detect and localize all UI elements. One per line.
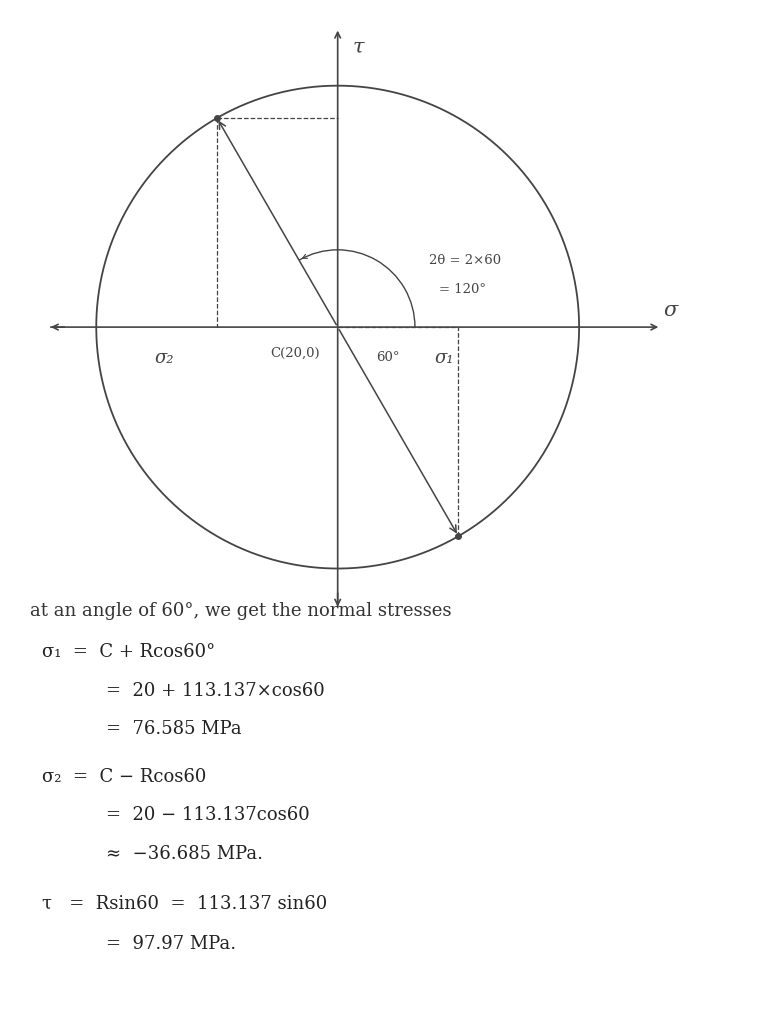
Text: σ₂: σ₂ [154,349,173,367]
Text: σ: σ [664,301,678,319]
Text: 2θ = 2×60: 2θ = 2×60 [429,254,502,266]
Text: τ: τ [352,38,363,56]
Text: =  76.585 MPa: = 76.585 MPa [106,721,241,738]
Text: C(20,0): C(20,0) [270,346,319,359]
Text: σ₁: σ₁ [435,349,453,367]
Text: =  20 − 113.137cos60: = 20 − 113.137cos60 [106,807,310,824]
Text: τ   =  Rsin60  =  113.137 sin60: τ = Rsin60 = 113.137 sin60 [42,895,327,912]
Text: σ₁  =  C + Rcos60°: σ₁ = C + Rcos60° [42,643,215,660]
Text: = 120°: = 120° [439,283,486,296]
Text: 60°: 60° [376,351,400,365]
Text: =  97.97 MPa.: = 97.97 MPa. [106,936,236,953]
Text: σ₂  =  C − Rcos60: σ₂ = C − Rcos60 [42,768,206,785]
Text: ≈  −36.685 MPa.: ≈ −36.685 MPa. [106,845,263,863]
Text: =  20 + 113.137×cos60: = 20 + 113.137×cos60 [106,682,325,699]
Text: at an angle of 60°, we get the normal stresses: at an angle of 60°, we get the normal st… [30,602,452,621]
